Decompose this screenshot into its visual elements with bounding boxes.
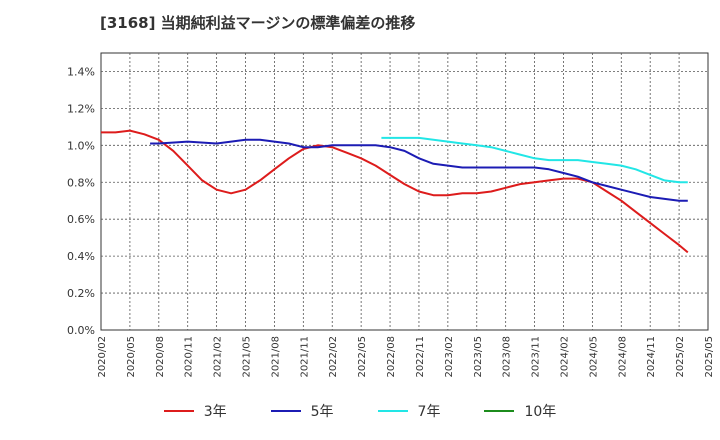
- x-tick-label: 2024/05: [588, 336, 599, 378]
- plot-area: [100, 52, 709, 331]
- series-line-7年: [381, 136, 688, 184]
- y-tick-label: 1.4%: [67, 65, 95, 78]
- x-tick-label: 2022/11: [415, 336, 426, 378]
- x-tick-label: 2020/11: [184, 336, 195, 378]
- chart-title: [3168] 当期純利益マージンの標準偏差の推移: [100, 14, 416, 32]
- x-tick-label: 2020/02: [97, 336, 108, 378]
- legend: 3年 5年 7年 10年: [0, 401, 720, 421]
- y-tick-label: 0.8%: [67, 176, 95, 189]
- x-tick-label: 2023/05: [473, 336, 484, 378]
- y-tick-label: 1.0%: [67, 139, 95, 152]
- legend-item: 3年: [163, 401, 227, 421]
- legend-item: 5年: [270, 401, 334, 421]
- legend-swatch: [270, 410, 301, 412]
- legend-item: 10年: [484, 401, 556, 421]
- series-line-5年: [150, 138, 688, 202]
- x-tick-label: 2024/02: [559, 336, 570, 378]
- grid-lines: [101, 53, 708, 330]
- y-tick-label: 0.2%: [67, 287, 95, 300]
- x-tick-label: 2021/11: [299, 336, 310, 378]
- x-tick-label: 2024/11: [646, 336, 657, 378]
- legend-swatch: [484, 410, 515, 412]
- y-tick-label: 0.4%: [67, 250, 95, 263]
- x-tick-label: 2023/08: [502, 336, 513, 378]
- x-tick-label: 2021/05: [242, 336, 253, 378]
- y-tick-label: 1.2%: [67, 102, 95, 115]
- y-tick-label: 0.6%: [67, 213, 95, 226]
- y-tick-label: 0.0%: [67, 324, 95, 337]
- x-tick-label: 2021/02: [213, 336, 224, 378]
- x-tick-label: 2025/02: [675, 336, 686, 378]
- legend-swatch: [163, 410, 194, 412]
- x-tick-label: 2022/08: [386, 336, 397, 378]
- x-tick-label: 2023/11: [531, 336, 542, 378]
- series-lines: [101, 129, 689, 254]
- x-tick-label: 2023/02: [444, 336, 455, 378]
- x-tick-label: 2021/08: [270, 336, 281, 378]
- axis-labels: 0.0% 0.2% 0.4% 0.6% 0.8% 1.0% 1.2% 1.4% 2020/02 2…: [67, 65, 715, 377]
- legend-label: 3年: [203, 404, 227, 420]
- x-tick-label: 2020/05: [126, 336, 137, 378]
- x-tick-label: 2022/05: [357, 336, 368, 378]
- legend-label: 10年: [524, 404, 557, 420]
- x-tick-label: 2024/08: [617, 336, 628, 378]
- legend-swatch: [377, 410, 408, 412]
- x-tick-label: 2022/02: [328, 336, 339, 378]
- x-tick-label: 2025/05: [704, 336, 715, 378]
- legend-label: 5年: [310, 404, 334, 420]
- legend-item: 7年: [377, 401, 441, 421]
- legend-label: 7年: [417, 404, 441, 420]
- x-tick-label: 2020/08: [155, 336, 166, 378]
